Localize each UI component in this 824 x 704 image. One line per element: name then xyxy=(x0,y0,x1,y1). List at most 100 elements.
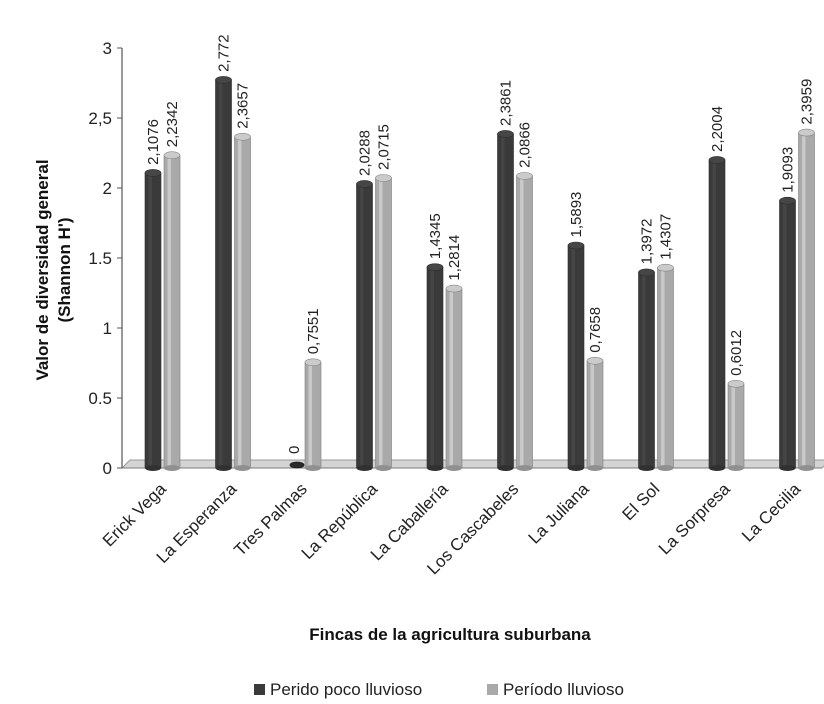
category-label: Erick Vega xyxy=(99,479,170,550)
bar-dry-bottom xyxy=(427,465,443,471)
data-label-dry: 2,2004 xyxy=(709,106,726,152)
data-label-rainy: 2,2342 xyxy=(164,101,181,147)
bar-rainy-bottom xyxy=(234,465,251,471)
bar-rainy-top xyxy=(304,358,322,367)
bar-rainy-top xyxy=(727,380,745,388)
bar-rainy xyxy=(516,172,533,471)
data-label-dry: 2,1076 xyxy=(145,119,162,165)
bar-dry-bottom xyxy=(568,465,584,471)
bar-rainy-bottom xyxy=(305,465,321,471)
y-tick-label: 0 xyxy=(103,459,112,478)
data-label-dry: 1,4345 xyxy=(427,213,444,259)
bar-dry-body xyxy=(426,266,444,469)
bar-dry-body xyxy=(638,272,655,469)
bar-dry-highlight xyxy=(430,267,435,468)
bar-dry-body xyxy=(779,200,796,469)
bar-rainy-body xyxy=(798,132,815,469)
bar-rainy-body xyxy=(586,360,604,469)
y-tick-label: 2,5 xyxy=(88,109,112,128)
legend-label-rainy: Período lluvioso xyxy=(503,680,624,699)
bar-dry xyxy=(144,169,162,471)
bar-dry-bottom xyxy=(709,465,725,471)
bar-rainy xyxy=(727,380,745,471)
bar-dry xyxy=(708,156,726,471)
bar-rainy-body xyxy=(163,154,181,469)
bar-rainy-body xyxy=(304,361,322,469)
y-axis: 0 0.5 1 1.5 2 2,5 3 xyxy=(88,39,123,478)
bar-rainy xyxy=(657,263,674,471)
bar-dry-highlight xyxy=(783,200,787,468)
bar-rainy-highlight xyxy=(802,132,806,468)
bar-dry-body xyxy=(567,245,585,469)
bar-rainy xyxy=(234,133,251,471)
bar-dry-top xyxy=(426,263,444,271)
bar-dry xyxy=(779,196,796,471)
data-label-dry: 1,3972 xyxy=(639,219,656,265)
bar-dry xyxy=(356,180,373,471)
y-tick-label: 0.5 xyxy=(88,389,112,408)
bar-dry-bottom xyxy=(497,465,514,471)
legend-label-dry: Perido poco lluvioso xyxy=(270,680,422,699)
bar-dry xyxy=(567,241,585,471)
bar-rainy xyxy=(163,151,181,471)
bar-rainy xyxy=(375,174,392,471)
bar-dry-highlight xyxy=(712,159,717,468)
y-tick-label: 3 xyxy=(103,39,112,58)
data-label-rainy: 2,3959 xyxy=(799,79,816,125)
bar-rainy-highlight xyxy=(167,155,172,468)
bar-dry-top xyxy=(144,169,162,177)
bar-dry-top xyxy=(708,156,726,164)
bar-dry-top xyxy=(567,241,585,250)
bar-rainy-top xyxy=(657,263,674,272)
bar-dry-bottom xyxy=(779,465,796,471)
bar-rainy-bottom xyxy=(164,465,180,471)
bar-rainy-highlight xyxy=(238,136,242,468)
bar-rainy-top xyxy=(375,174,392,182)
bar-dry-bottom xyxy=(215,465,232,471)
bar-dry-bottom xyxy=(638,465,655,471)
bar-dry-highlight xyxy=(642,272,646,468)
bar-dry-bottom xyxy=(145,465,161,471)
bar-dry-highlight xyxy=(360,183,364,468)
bar-rainy-top xyxy=(586,356,604,365)
bar-rainy-bottom xyxy=(375,465,392,471)
bar-dry xyxy=(497,130,514,471)
legend-swatch-rainy xyxy=(487,684,498,695)
bar-rainy-bottom xyxy=(587,465,603,471)
bar-dry-top xyxy=(497,130,514,138)
bar-rainy-highlight xyxy=(379,177,383,469)
bar-dry-body xyxy=(144,172,162,469)
bar-rainy-body xyxy=(516,175,533,469)
bar-rainy-body xyxy=(657,267,674,469)
data-label-rainy: 0,6012 xyxy=(728,330,745,376)
bar-dry xyxy=(426,263,444,471)
y-axis-title-line1: Valor de diversidad general xyxy=(33,159,52,380)
bar-rainy-bottom xyxy=(516,465,533,471)
bar-dry-highlight xyxy=(148,172,153,468)
bar-dry-base xyxy=(289,461,305,469)
data-label-dry: 2,0288 xyxy=(357,130,374,176)
category-label: El Sol xyxy=(618,479,663,524)
y-axis-title-line2: (Shannon H') xyxy=(55,217,74,322)
data-label-dry: 2,772 xyxy=(216,34,233,72)
bar-rainy-body xyxy=(727,383,745,469)
bar-dry-body xyxy=(497,133,514,469)
bar-dry-highlight xyxy=(219,79,223,469)
bar-rainy-highlight xyxy=(308,362,313,468)
bar-dry xyxy=(638,268,655,471)
bar-rainy-body xyxy=(375,177,392,469)
bar-rainy-body xyxy=(234,136,251,469)
bar-dry-top xyxy=(779,196,796,205)
x-axis-title: Fincas de la agricultura suburbana xyxy=(309,625,591,644)
legend-swatch-dry xyxy=(254,684,265,695)
bar-rainy-highlight xyxy=(731,383,736,468)
bar-dry-highlight xyxy=(501,133,505,469)
data-label-dry: 2,3861 xyxy=(498,80,515,126)
category-label: La Sorpresa xyxy=(655,479,734,558)
bar-rainy xyxy=(586,356,604,471)
bar-rainy-bottom xyxy=(446,465,462,471)
bar-dry-highlight xyxy=(571,245,576,468)
